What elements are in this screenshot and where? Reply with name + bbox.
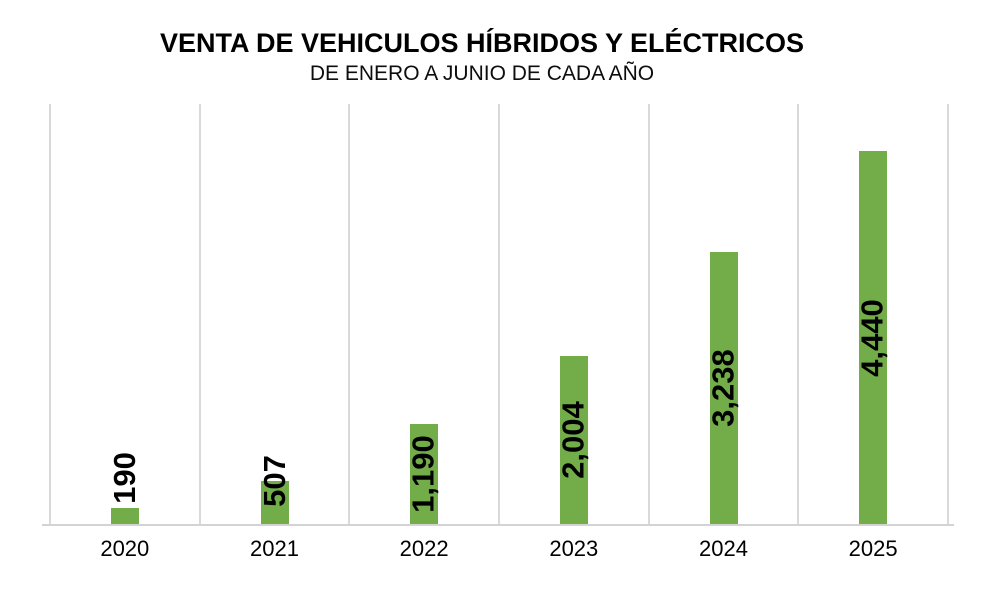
x-tick-label: 2020 [100, 536, 150, 561]
x-axis-line [42, 524, 954, 526]
bar-value-label: 4,440 [854, 298, 890, 377]
bar-value-label: 3,238 [705, 349, 741, 427]
x-tick-label: 2021 [250, 536, 299, 561]
category-gridline [797, 104, 800, 524]
x-tick-label: 2023 [549, 536, 599, 561]
bar-value-label: 190 [106, 452, 142, 504]
x-tick-label: 2025 [848, 536, 898, 561]
bar-2024 [709, 252, 738, 524]
category-gridline [647, 104, 650, 524]
chart-subtitle: DE ENERO A JUNIO DE CADA AÑO [309, 62, 655, 86]
bar-value-label: 2,004 [555, 401, 591, 479]
category-gridline [498, 104, 500, 524]
category-gridline [348, 104, 351, 524]
x-tick-label: 2024 [699, 536, 748, 561]
bar-2023 [559, 355, 588, 524]
bar-value-label: 507 [256, 455, 292, 508]
bar-2020 [110, 508, 139, 524]
category-gridline [198, 104, 201, 524]
chart-title: VENTA DE VEHICULOS HÍBRIDOS Y ELÉCTRICOS [159, 28, 805, 58]
bar-2022 [410, 424, 439, 524]
bar-2025 [859, 151, 888, 524]
bar-value-label: 1,190 [405, 435, 441, 513]
category-gridline [947, 104, 949, 524]
x-tick-label: 2022 [399, 536, 449, 561]
title-block: VENTA DE VEHICULOS HÍBRIDOS Y ELÉCTRICOS… [0, 28, 964, 86]
bar-2021 [260, 481, 289, 524]
category-gridline [49, 104, 51, 524]
